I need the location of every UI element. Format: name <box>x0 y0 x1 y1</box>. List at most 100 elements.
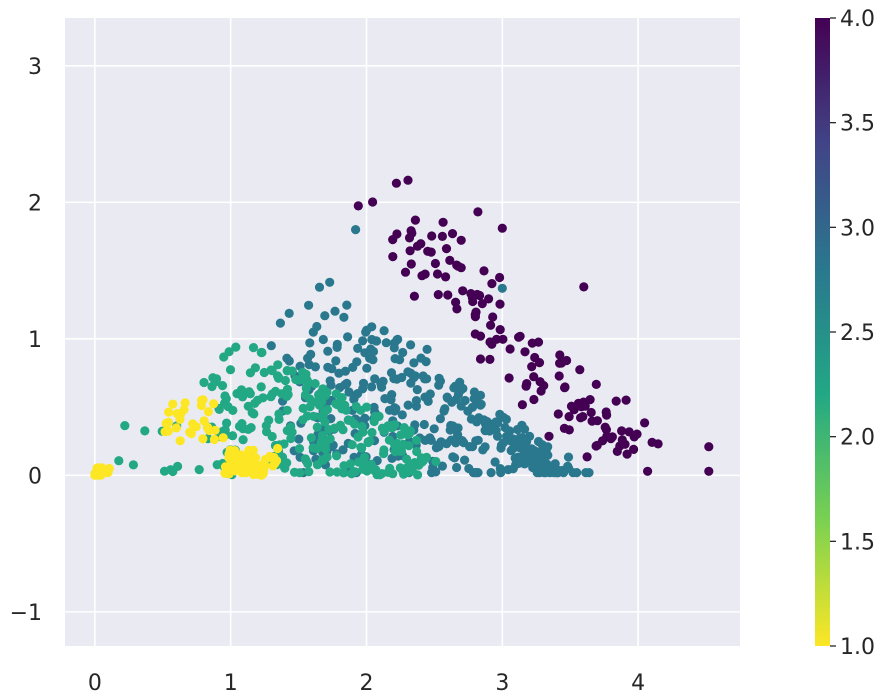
data-point <box>451 394 461 404</box>
data-point <box>396 446 407 456</box>
data-point <box>404 428 415 438</box>
data-point <box>332 451 342 461</box>
data-point <box>438 217 448 227</box>
data-point <box>484 294 494 304</box>
data-point <box>434 373 444 383</box>
data-point <box>175 414 185 424</box>
data-point <box>386 420 396 431</box>
data-point <box>532 468 542 478</box>
data-point <box>392 374 402 384</box>
data-point <box>257 347 267 358</box>
data-point <box>554 371 564 381</box>
data-point <box>449 383 459 393</box>
data-point <box>525 431 535 441</box>
x-tick-label: 0 <box>88 671 102 696</box>
data-point <box>473 435 483 445</box>
data-point <box>347 440 357 450</box>
data-point <box>506 446 516 456</box>
data-point <box>579 282 589 292</box>
data-point <box>395 355 405 365</box>
data-point <box>304 378 314 388</box>
data-point <box>350 419 360 429</box>
data-point <box>543 442 553 452</box>
data-point <box>140 426 150 436</box>
data-point <box>282 426 292 436</box>
data-point <box>225 365 236 375</box>
colorbar-tick-label: 4.0 <box>840 7 875 32</box>
data-point <box>455 377 465 387</box>
data-point <box>128 460 138 470</box>
y-tick-label: 2 <box>28 191 42 216</box>
data-point <box>248 445 258 455</box>
data-point <box>397 410 407 420</box>
data-point <box>474 413 484 423</box>
data-point <box>578 412 588 422</box>
data-point <box>246 423 256 433</box>
data-point <box>248 343 259 353</box>
data-point <box>495 325 505 335</box>
data-point <box>412 241 423 251</box>
data-point <box>529 372 539 382</box>
data-point <box>396 430 406 440</box>
data-point <box>553 409 563 419</box>
data-point <box>495 464 505 474</box>
colorbar-tick-label: 2.5 <box>840 321 875 346</box>
data-point <box>477 299 487 309</box>
data-point <box>475 354 486 364</box>
data-point <box>431 456 441 467</box>
data-point <box>391 178 401 188</box>
data-point <box>485 354 495 364</box>
colorbar-tick-label: 2.0 <box>840 426 875 451</box>
data-point <box>358 336 368 346</box>
data-point <box>220 467 230 477</box>
data-point <box>456 401 466 411</box>
data-point <box>564 412 574 422</box>
data-point <box>515 433 525 443</box>
data-point <box>282 353 292 363</box>
data-point <box>403 367 413 377</box>
data-point <box>224 453 234 463</box>
data-point <box>227 460 237 470</box>
data-point <box>564 425 574 435</box>
data-point <box>306 433 316 443</box>
data-point <box>289 467 300 477</box>
data-point <box>544 431 554 441</box>
colorbar <box>815 18 830 646</box>
data-point <box>529 394 539 405</box>
x-tick-label: 1 <box>224 671 238 696</box>
data-point <box>463 406 473 416</box>
data-point <box>228 405 238 415</box>
data-point <box>470 312 480 322</box>
data-point <box>294 375 304 385</box>
data-point <box>440 404 450 414</box>
data-point <box>268 461 278 471</box>
data-point <box>312 460 323 470</box>
data-point <box>407 228 417 238</box>
data-point <box>445 255 455 265</box>
data-point <box>464 463 474 474</box>
data-point <box>322 452 332 462</box>
data-point <box>379 326 389 336</box>
data-point <box>273 360 283 370</box>
data-point <box>273 443 283 454</box>
data-point <box>282 391 292 401</box>
data-point <box>280 463 290 473</box>
data-point <box>501 414 511 424</box>
data-point <box>356 405 366 415</box>
data-point <box>640 418 650 428</box>
data-point <box>282 405 292 415</box>
data-point <box>426 435 436 445</box>
data-point <box>369 416 379 427</box>
data-point <box>304 467 314 477</box>
data-point <box>398 347 408 358</box>
colorbar-tick-label: 1.5 <box>840 530 875 555</box>
data-point <box>282 384 293 394</box>
data-point <box>360 413 370 423</box>
data-point <box>451 297 461 307</box>
data-point <box>491 426 501 436</box>
data-point <box>486 468 496 478</box>
data-point <box>345 459 356 469</box>
data-point <box>617 426 627 436</box>
data-point <box>443 290 453 300</box>
data-point <box>168 399 178 409</box>
